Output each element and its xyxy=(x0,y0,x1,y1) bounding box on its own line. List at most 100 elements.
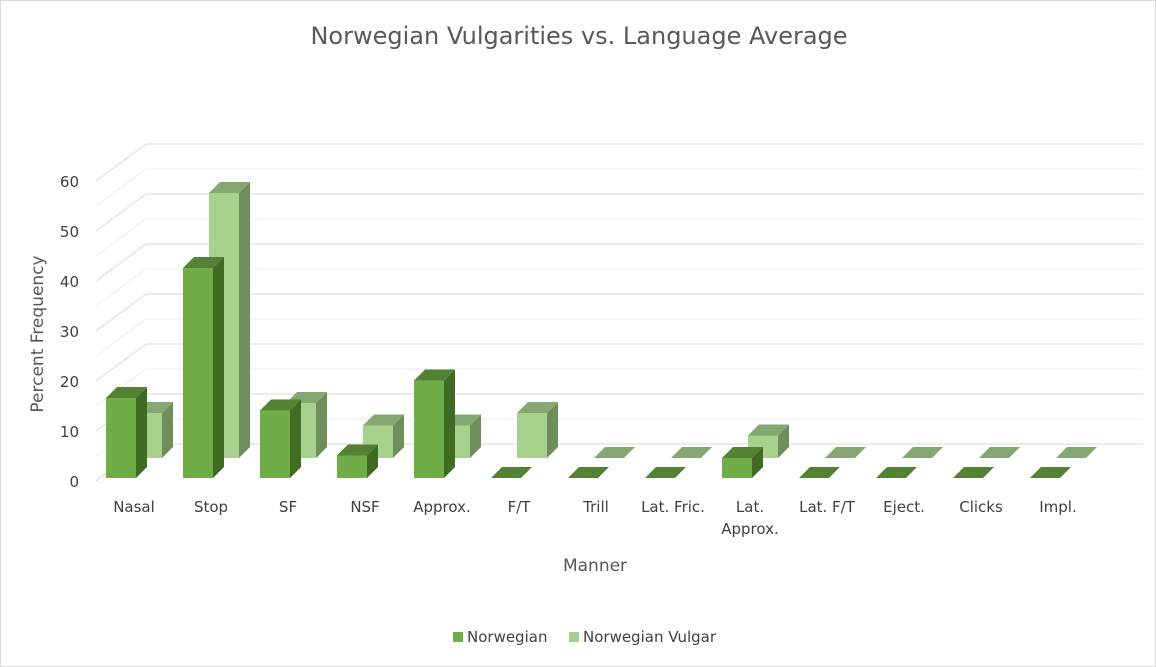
y-tick-label: 60 xyxy=(60,173,79,191)
bar-face xyxy=(517,413,547,458)
bar-norwegian-vulgar-11 xyxy=(979,447,1020,458)
gridline-side xyxy=(95,243,147,282)
y-tick-label: 10 xyxy=(60,423,79,441)
bar-norwegian-6 xyxy=(568,467,609,478)
x-axis-title: Manner xyxy=(563,556,627,576)
bar-top xyxy=(491,467,532,478)
gridline-side xyxy=(95,218,147,257)
bar-top xyxy=(671,447,712,458)
legend-swatch-norwegian-vulgar xyxy=(569,632,579,642)
bar-top xyxy=(979,447,1020,458)
x-category-label: Eject. xyxy=(883,498,925,516)
bar-norwegian-8 xyxy=(722,447,763,478)
bar-face xyxy=(337,455,367,478)
y-tick-label: 20 xyxy=(60,373,79,391)
gridline-side xyxy=(95,293,147,332)
bar-side xyxy=(316,392,327,458)
x-category-label: Lat. Approx. xyxy=(721,498,779,538)
bar-side xyxy=(778,424,789,458)
legend-label-norwegian-vulgar: Norwegian Vulgar xyxy=(583,628,717,646)
bar-top xyxy=(1056,447,1097,458)
bar-norwegian-2 xyxy=(260,399,301,478)
legend: Norwegian Norwegian Vulgar xyxy=(453,628,717,646)
y-axis-title: Percent Frequency xyxy=(28,255,48,412)
gridline-side xyxy=(95,168,147,207)
bar-side xyxy=(444,369,455,478)
bar-top xyxy=(748,424,789,436)
chart-title: Norwegian Vulgarities vs. Language Avera… xyxy=(310,22,847,50)
bar-top xyxy=(953,467,994,478)
bar-side xyxy=(393,414,404,458)
y-tick-label: 40 xyxy=(60,273,79,291)
y-axis-ticks: 0 10 20 30 40 50 60 xyxy=(60,173,79,491)
gridline-side xyxy=(95,318,147,357)
bars xyxy=(106,182,1097,478)
y-tick-label: 30 xyxy=(60,323,79,341)
bar-top xyxy=(414,369,455,381)
bar-side xyxy=(752,447,763,478)
bar-side xyxy=(213,257,224,478)
bar-top xyxy=(645,467,686,478)
bar-side xyxy=(239,182,250,458)
bar-top xyxy=(568,467,609,478)
bar-face xyxy=(183,268,213,478)
bar-face xyxy=(260,410,290,478)
legend-label-norwegian: Norwegian xyxy=(467,628,547,646)
gridline-side xyxy=(95,193,147,232)
bar-norwegian-vulgar-9 xyxy=(825,447,866,458)
bar-face xyxy=(414,380,444,478)
bar-norwegian-vulgar-10 xyxy=(902,447,943,458)
x-category-label: Stop xyxy=(194,498,228,516)
bar-norwegian-9 xyxy=(799,467,840,478)
bar-norwegian-4 xyxy=(414,369,455,478)
bar-side xyxy=(162,402,173,458)
bar-norwegian-1 xyxy=(183,257,224,478)
y-tick-label: 0 xyxy=(69,473,79,491)
bar-norwegian-vulgar-12 xyxy=(1056,447,1097,458)
bar-top xyxy=(1030,467,1071,478)
bar-side xyxy=(367,444,378,478)
bar-top xyxy=(799,467,840,478)
bar-norwegian-vulgar-6 xyxy=(594,447,635,458)
bar-top xyxy=(825,447,866,458)
gridline-side xyxy=(95,143,147,182)
bar-face xyxy=(722,458,752,478)
bar-norwegian-11 xyxy=(953,467,994,478)
bar-norwegian-0 xyxy=(106,387,147,478)
bar-top xyxy=(594,447,635,458)
bar-norwegian-3 xyxy=(337,444,378,478)
gridline-side xyxy=(95,343,147,382)
bar-top xyxy=(722,447,763,458)
bar-norwegian-vulgar-7 xyxy=(671,447,712,458)
bar-top xyxy=(183,257,224,268)
x-axis-categories: Nasal Stop SF NSF Approx. F/T Trill Lat. Fric. L… xyxy=(113,498,1077,538)
x-category-label: SF xyxy=(279,498,297,516)
bar-norwegian-vulgar-5 xyxy=(517,402,558,458)
x-category-label: Nasal xyxy=(113,498,155,516)
bar-top xyxy=(517,402,558,413)
bar-norwegian-12 xyxy=(1030,467,1071,478)
x-category-label: Lat. F/T xyxy=(799,498,856,516)
bar-side xyxy=(547,402,558,458)
bar-top xyxy=(363,414,404,426)
x-category-label: Impl. xyxy=(1039,498,1077,516)
x-category-label: F/T xyxy=(508,498,532,516)
x-category-label: Lat. Fric. xyxy=(641,498,705,516)
x-category-label: Clicks xyxy=(959,498,1003,516)
bar-side xyxy=(470,414,481,458)
bar-norwegian-5 xyxy=(491,467,532,478)
bar-top xyxy=(876,467,917,478)
bar-side xyxy=(290,399,301,478)
gridline-side xyxy=(95,268,147,307)
bar-top xyxy=(337,444,378,456)
bar-top xyxy=(902,447,943,458)
bar-face xyxy=(106,398,136,478)
gridlines xyxy=(95,143,1143,482)
bar-norwegian-7 xyxy=(645,467,686,478)
y-tick-label: 50 xyxy=(60,223,79,241)
bar-norwegian-10 xyxy=(876,467,917,478)
bar-top xyxy=(260,399,301,411)
x-category-label: Trill xyxy=(582,498,609,516)
